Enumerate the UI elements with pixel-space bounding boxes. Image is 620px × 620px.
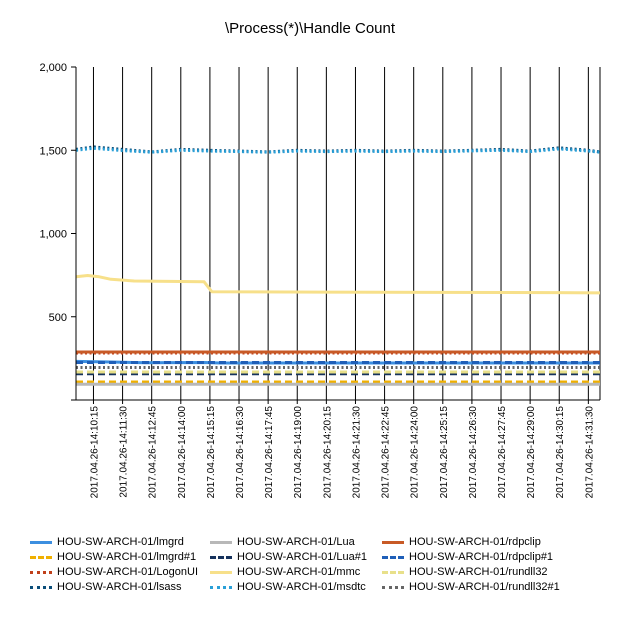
legend-label: HOU-SW-ARCH-01/LogonUI [57, 566, 199, 578]
legend-label: HOU-SW-ARCH-01/rdpclip#1 [409, 551, 554, 563]
x-tick-label: 2017.04.26-14:21:30 [351, 406, 362, 499]
legend-item: HOU-SW-ARCH-01/msdtc [210, 581, 366, 593]
series-lines [75, 145, 601, 386]
legend-item: HOU-SW-ARCH-01/rdpclip#1 [382, 551, 553, 563]
legend-swatch [30, 570, 52, 574]
legend-item: HOU-SW-ARCH-01/rdpclip [382, 536, 541, 548]
legend-swatch [30, 540, 52, 544]
legend-swatch [382, 540, 404, 544]
legend-swatch [30, 585, 52, 589]
y-tick-label: 500 [49, 312, 67, 324]
x-tick-label: 2017.04.26-14:26:30 [468, 406, 479, 499]
legend-item: HOU-SW-ARCH-01/lmgrd#1 [30, 551, 196, 563]
x-tick-label: 2017.04.26-14:25:15 [439, 406, 450, 499]
x-tick-label: 2017.04.26-14:19:00 [293, 406, 304, 499]
y-tick-labels: 2,000 1,500 1,000 500 [39, 62, 67, 324]
legend-swatch [210, 555, 232, 559]
chart-title: \Process(*)\Handle Count [224, 20, 396, 37]
x-tick-label: 2017.04.26-14:12:45 [148, 406, 159, 499]
gridlines [92, 67, 601, 400]
x-tick-label: 2017.04.26-14:16:30 [235, 406, 246, 499]
x-tick-label: 2017.04.26-14:15:15 [206, 406, 217, 499]
legend-label: HOU-SW-ARCH-01/rundll32#1 [409, 581, 560, 593]
x-tick-label: 2017.04.26-14:31:30 [584, 406, 595, 499]
legend-swatch [30, 555, 52, 559]
legend-label: HOU-SW-ARCH-01/Lua [237, 536, 355, 548]
x-tick-label: 2017.04.26-14:30:15 [555, 406, 566, 499]
x-tick-label: 2017.04.26-14:29:00 [526, 406, 537, 499]
x-tick-label: 2017.04.26-14:10:15 [89, 406, 100, 499]
legend-swatch [210, 540, 232, 544]
legend-label: HOU-SW-ARCH-01/mmc [237, 566, 361, 578]
y-tick-label: 1,000 [39, 229, 67, 241]
legend-item: HOU-SW-ARCH-01/Lua [210, 536, 355, 548]
x-tick-label: 2017.04.26-14:17:45 [264, 406, 275, 499]
x-tick-label: 2017.04.26-14:11:30 [119, 406, 130, 498]
x-tick-label: 2017.04.26-14:20:15 [322, 406, 333, 499]
legend-item: HOU-SW-ARCH-01/lsass [30, 581, 181, 593]
legend-label: HOU-SW-ARCH-01/lmgrd [57, 536, 184, 548]
legend-item: HOU-SW-ARCH-01/mmc [210, 566, 360, 578]
legend-item: HOU-SW-ARCH-01/rundll32 [382, 566, 548, 578]
legend-label: HOU-SW-ARCH-01/Lua#1 [237, 551, 368, 563]
x-tick-label: 2017.04.26-14:14:00 [177, 406, 188, 499]
x-tick-label: 2017.04.26-14:24:00 [410, 406, 421, 499]
y-tick-label: 1,500 [39, 145, 67, 157]
legend-label: HOU-SW-ARCH-01/lmgrd#1 [57, 551, 197, 563]
legend-swatch [210, 585, 232, 589]
x-tick-labels: 2017.04.26-14:10:15 2017.04.26-14:11:30 20… [89, 406, 595, 499]
legend-item: HOU-SW-ARCH-01/Lua#1 [210, 551, 367, 563]
series-line-4 [75, 145, 601, 154]
legend-swatch [382, 570, 404, 574]
legend-label: HOU-SW-ARCH-01/msdtc [237, 581, 366, 593]
legend-item: HOU-SW-ARCH-01/LogonUI [30, 566, 198, 578]
legend-label: HOU-SW-ARCH-01/rdpclip [409, 536, 541, 548]
legend-swatch [210, 570, 232, 574]
series-line-7 [75, 274, 601, 295]
legend-swatch [382, 555, 404, 559]
legend-swatch [382, 585, 404, 589]
legend-item: HOU-SW-ARCH-01/rundll32#1 [382, 581, 560, 593]
series-line-8 [75, 146, 601, 154]
legend-label: HOU-SW-ARCH-01/lsass [57, 581, 182, 593]
legend-label: HOU-SW-ARCH-01/rundll32 [409, 566, 548, 578]
y-tick-label: 2,000 [39, 62, 67, 74]
x-tick-label: 2017.04.26-14:27:45 [497, 406, 508, 499]
x-tick-label: 2017.04.26-14:22:45 [381, 406, 392, 499]
legend-item: HOU-SW-ARCH-01/lmgrd [30, 536, 184, 548]
axes [71, 66, 600, 404]
